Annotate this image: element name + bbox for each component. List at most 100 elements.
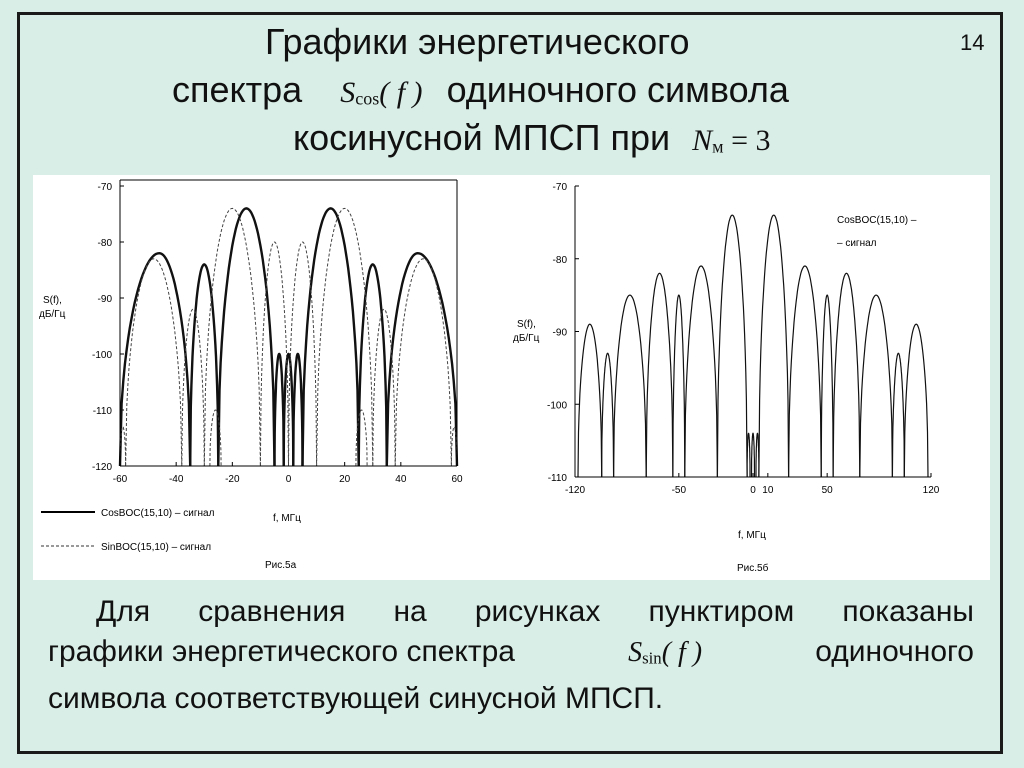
chart-0-x-tick-label: 0 xyxy=(286,474,292,485)
chart-1-x-tick-label: 50 xyxy=(822,485,834,496)
cosboc-lobe xyxy=(217,207,276,467)
chart-0-y-tick-label: -70 xyxy=(98,182,113,193)
cosboc-lobe xyxy=(832,272,861,478)
cosboc-lobe xyxy=(357,263,388,467)
chart-0-y-tick-label: -100 xyxy=(92,350,112,361)
legend-cosboc-label: CosBOC(15,10) – сигнал xyxy=(101,508,215,519)
title-line-2: спектра Scos( f ) одиночного символа xyxy=(172,68,789,121)
title-line-2-post: одиночного символа xyxy=(446,69,789,110)
sinboc-lobe xyxy=(209,409,222,467)
cosboc-lobe xyxy=(891,352,905,478)
formula-symbol: S xyxy=(340,76,356,109)
formula-arg: ( f ) xyxy=(661,637,703,668)
title-line-2-pre: спектра xyxy=(172,69,303,110)
chart-1-y-tick-label: -110 xyxy=(548,473,568,484)
chart-0-x-tick-label: 40 xyxy=(395,474,407,485)
chart-0-x-tick-label: 60 xyxy=(451,474,463,485)
sinboc-lobe xyxy=(181,308,205,467)
cosboc-lobe xyxy=(672,294,686,478)
chart-0-y-tick-label: -110 xyxy=(93,406,113,417)
slide-number: 14 xyxy=(960,30,985,55)
cosboc-lobe xyxy=(282,352,295,467)
cosboc-lobe xyxy=(645,272,674,478)
sinboc-lobe xyxy=(203,207,261,467)
figure-label-5a: Рис.5а xyxy=(265,560,297,571)
formula-arg: ( f ) xyxy=(379,76,423,109)
chart-annotation-line-1: CosBOC(15,10) – xyxy=(837,215,917,226)
cosboc-lobe xyxy=(273,352,285,467)
cosboc-lobe xyxy=(189,263,220,467)
cosboc-lobe xyxy=(118,251,192,467)
formula-s-cos: Scos( f ) xyxy=(340,76,422,109)
chart-0-x-tick-label: 20 xyxy=(339,474,351,485)
y-axis-label-line-1: S(f), xyxy=(43,295,62,306)
cosboc-lobe xyxy=(601,352,615,478)
cosboc-lobe xyxy=(788,265,822,478)
cosboc-lobe xyxy=(755,432,760,477)
sinboc-lobe xyxy=(316,207,374,467)
caption-line-1: Для сравнения на рисунках пунктиром пока… xyxy=(96,595,974,628)
cosboc-lobe xyxy=(903,323,929,478)
chart-1-y-tick-label: -80 xyxy=(553,255,568,266)
chart-0-x-tick-label: -60 xyxy=(113,474,128,485)
sinboc-lobe xyxy=(355,409,368,467)
chart-1-x-tick-label: 120 xyxy=(923,485,940,496)
sinboc-lobe xyxy=(125,258,183,467)
formula-subscript: cos xyxy=(355,88,380,109)
chart-0-x-tick-label: -40 xyxy=(169,474,184,485)
cosboc-lobe xyxy=(758,214,790,478)
chart-1-y-tick-label: -100 xyxy=(547,400,567,411)
cosboc-lobe xyxy=(613,294,647,478)
figure-panel: -70 -80 -90 -100 -110 -120 -60 -40 -20 0 20 40 60 S(… xyxy=(33,175,990,580)
formula-subscript: м xyxy=(712,136,724,157)
y-axis-label-line-2: дБ/Гц xyxy=(39,309,66,320)
formula-n-m: Nм = 3 xyxy=(692,124,770,157)
caption-line-2-post: одиночного xyxy=(815,635,974,668)
cosboc-lobe xyxy=(301,207,360,467)
chart-1-x-tick-label: -50 xyxy=(672,485,687,496)
y-axis-label-line-2: дБ/Гц xyxy=(513,333,540,344)
sinboc-lobe xyxy=(394,258,452,467)
cosboc-lobe xyxy=(684,265,718,478)
chart-fig-5a: -70 -80 -90 -100 -110 -120-60 -40 -20 0 20 40 60 S(… xyxy=(39,179,463,571)
chart-1-x-tick-label: 0 xyxy=(750,485,756,496)
chart-0-y-tick-label: -120 xyxy=(92,462,112,473)
formula-subscript: sin xyxy=(642,648,662,668)
chart-1-x-tick-label: -120 xyxy=(565,485,585,496)
sinboc-lobe xyxy=(259,241,289,467)
cosboc-lobe xyxy=(385,251,459,467)
chart-0-y-tick-label: -80 xyxy=(98,238,113,249)
sinboc-lobe xyxy=(372,308,396,467)
sinboc-lobe xyxy=(119,426,127,467)
chart-fig-5b: -70 -80 -90 -100 -110-120 -50 0 10 50 120 S(f), д… xyxy=(513,182,940,574)
cosboc-lobe xyxy=(859,294,893,478)
legend-sinboc-label: SinBOC(15,10) – сигнал xyxy=(101,542,211,553)
chart-0-y-tick-label: -90 xyxy=(98,294,113,305)
cosboc-lobe xyxy=(716,214,748,478)
cosboc-lobe xyxy=(292,352,304,467)
sinboc-lobe xyxy=(450,426,458,467)
cosboc-lobe xyxy=(577,323,603,478)
title-line-3-pre: косинусной МПСП при xyxy=(293,117,671,158)
y-axis-label-line-1: S(f), xyxy=(517,319,536,330)
title-line-3: косинусной МПСП при Nм = 3 xyxy=(293,116,770,169)
caption-line-2-pre: графики энергетического спектра xyxy=(48,635,515,668)
sinboc-lobe xyxy=(288,241,318,467)
formula-s-sin: Ssin( f ) xyxy=(628,633,702,679)
chart-annotation-line-2: – сигнал xyxy=(837,238,877,249)
chart-0-x-tick-label: -20 xyxy=(225,474,240,485)
caption-line-2: графики энергетического спектра Ssin( f … xyxy=(48,632,974,679)
formula-rhs: = 3 xyxy=(731,124,771,157)
x-axis-label: f, МГц xyxy=(273,513,301,524)
caption-line-3: символа соответствующей синусной МПСП. xyxy=(48,681,664,715)
chart-1-y-tick-label: -70 xyxy=(553,182,568,193)
slide-frame xyxy=(17,12,1003,754)
formula-symbol: N xyxy=(692,124,713,157)
cosboc-lobe xyxy=(750,432,756,478)
cosboc-lobe xyxy=(746,432,751,477)
title-line-1: Графики энергетического xyxy=(265,21,690,62)
chart-1-y-tick-label: -90 xyxy=(553,328,568,339)
cosboc-lobe xyxy=(820,294,834,478)
chart-1-x-tick-label: 10 xyxy=(762,485,774,496)
figure-label-5b: Рис.5б xyxy=(737,562,769,574)
